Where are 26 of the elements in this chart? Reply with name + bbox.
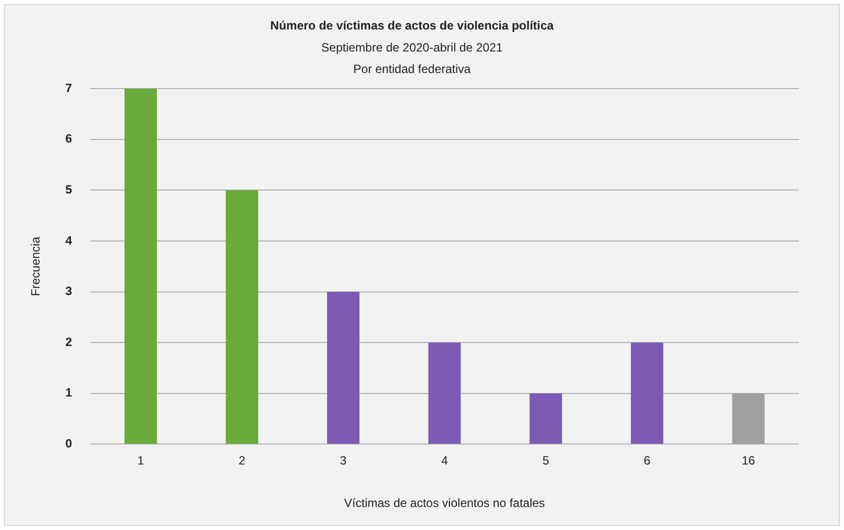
bar xyxy=(226,190,258,444)
chart-title: Número de víctimas de actos de violencia política xyxy=(270,18,554,33)
x-tick-label: 1 xyxy=(137,454,144,468)
y-tick-label: 4 xyxy=(65,233,72,248)
y-tick-label: 6 xyxy=(65,132,72,146)
x-tick-label: 5 xyxy=(542,454,550,468)
y-tick-label: 5 xyxy=(65,182,72,197)
x-tick-label: 2 xyxy=(238,454,246,468)
y-tick-label: 7 xyxy=(65,80,72,95)
x-tick-label: 16 xyxy=(742,454,756,468)
x-tick-label: 3 xyxy=(340,454,347,468)
y-tick-label: 3 xyxy=(65,284,72,298)
y-axis-title: Frecuencia xyxy=(28,236,43,296)
y-tick-label: 0 xyxy=(65,436,72,451)
bar xyxy=(428,342,461,444)
bar xyxy=(732,393,765,444)
bar xyxy=(530,393,562,444)
bar xyxy=(327,292,360,444)
chart-subtitle: Septiembre de 2020-abril de 2021 Por entidad federativa xyxy=(321,40,504,76)
x-tick-label: 6 xyxy=(644,454,651,468)
bar xyxy=(630,342,664,444)
x-tick-label: 4 xyxy=(441,454,448,468)
y-tick-label: 2 xyxy=(65,334,72,349)
y-tick-label: 1 xyxy=(65,386,72,400)
bar xyxy=(124,88,157,444)
x-axis-title: Víctimas de actos violentos no fatales xyxy=(344,496,545,510)
